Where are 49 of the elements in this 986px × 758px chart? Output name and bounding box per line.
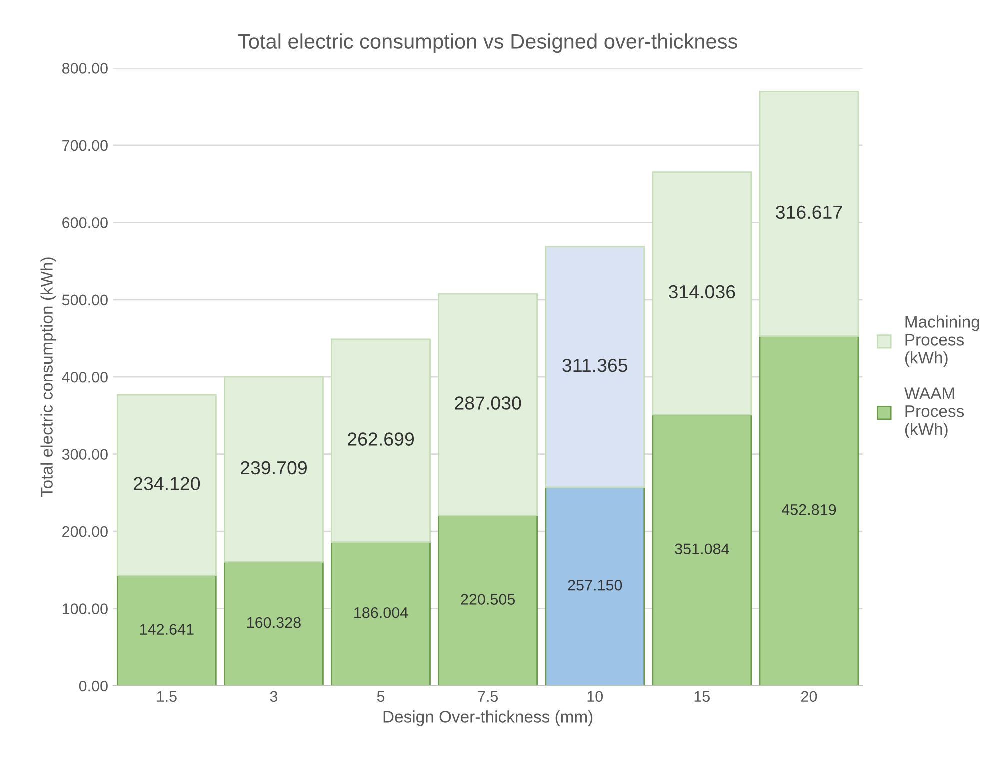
x-tick-label: 15 [694, 691, 710, 702]
bar [224, 561, 324, 686]
y-tick-label: 700.00 [62, 140, 108, 152]
x-tick-label: 10 [588, 691, 604, 702]
data-label: 311.365 [562, 358, 628, 372]
data-label: 351.084 [675, 544, 730, 555]
x-tick-label: 1.5 [157, 691, 177, 702]
bar [652, 172, 752, 416]
x-axis-title: Design Over-thickness (mm) [384, 710, 593, 726]
data-label: 160.328 [248, 617, 301, 628]
data-label: 262.699 [348, 432, 414, 446]
data-label: 316.617 [776, 206, 842, 220]
data-label: 234.120 [134, 477, 200, 490]
x-tick-label: 3 [270, 691, 278, 702]
y-tick-label: 500.00 [62, 294, 108, 306]
y-tick-label: 600.00 [62, 218, 108, 228]
bar [438, 515, 538, 686]
data-label: 287.030 [455, 396, 522, 410]
legend-label: WAAM Process (kWh) [904, 388, 964, 439]
bar [224, 376, 324, 563]
bar [116, 394, 217, 577]
y-tick-label: 800.00 [62, 63, 108, 74]
y-tick-label: 100.00 [62, 604, 108, 614]
y-tick-label: 300.00 [62, 449, 108, 460]
bar [545, 246, 646, 488]
data-label: 452.819 [782, 504, 836, 516]
data-label: 239.709 [241, 461, 307, 475]
y-axis-title: Total electric consumption (kWh) [40, 258, 56, 498]
data-label: 142.641 [140, 624, 194, 636]
bar [652, 414, 752, 686]
bar [116, 575, 217, 686]
x-tick-label: 20 [801, 691, 818, 702]
x-tick-label: 7.5 [478, 691, 498, 702]
chart-title: Total electric consumption vs Designed over-thickness [238, 34, 738, 54]
y-tick-label: 200.00 [62, 526, 108, 538]
y-tick-label: 400.00 [62, 372, 108, 383]
legend-label: Machining Process (kWh) [905, 316, 980, 368]
bar [545, 486, 646, 686]
data-label: 186.004 [354, 607, 408, 618]
bar [759, 336, 860, 686]
data-label: 314.036 [669, 285, 736, 299]
bar [331, 338, 431, 544]
x-tick-label: 5 [377, 691, 385, 702]
data-label: 257.150 [568, 580, 622, 591]
bar [759, 91, 860, 338]
data-label: 220.505 [461, 594, 516, 605]
bar [438, 293, 538, 516]
bar [331, 542, 431, 686]
y-tick-label: 0.00 [79, 680, 108, 692]
